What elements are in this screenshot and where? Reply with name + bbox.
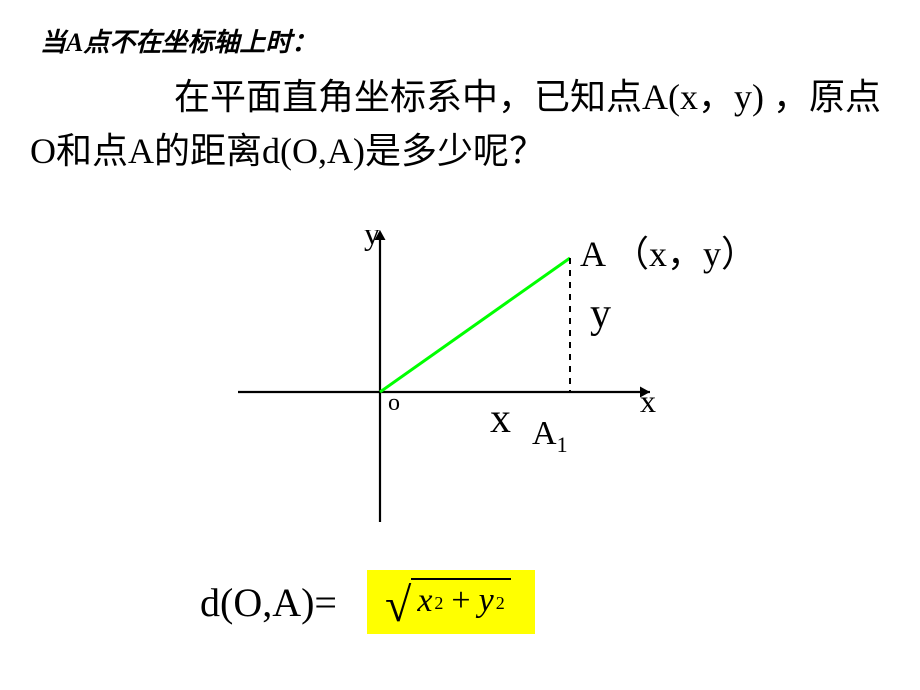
sqrt-expression: √ x2 + y2 xyxy=(385,578,511,626)
radicand: x2 + y2 xyxy=(411,578,510,626)
formula-row: d(O,A)= √ x2 + y2 xyxy=(200,570,535,634)
heading-text: 当A点不在坐标轴上时： xyxy=(40,22,317,59)
x-var: x xyxy=(417,582,432,620)
formula-highlight-box: √ x2 + y2 xyxy=(367,570,535,634)
point-a-label: A （x，y） xyxy=(580,225,757,277)
y-exp: 2 xyxy=(496,593,505,614)
a1-sub: 1 xyxy=(557,432,568,457)
coordinate-diagram: xyo A （x，y） y x A1 xyxy=(170,230,670,530)
plus-sign: + xyxy=(445,582,476,620)
svg-text:o: o xyxy=(388,390,400,416)
x-under-label: x xyxy=(490,395,511,443)
a1-label: A1 xyxy=(532,415,568,458)
svg-text:x: x xyxy=(640,383,656,419)
radical-sign: √ xyxy=(385,582,411,630)
y-side-label: y xyxy=(590,290,611,338)
formula-lhs: d(O,A)= xyxy=(200,579,337,626)
x-exp: 2 xyxy=(434,593,443,614)
a1-base: A xyxy=(532,415,557,452)
svg-text:y: y xyxy=(364,230,380,251)
prompt-indent xyxy=(30,77,174,117)
prompt-paragraph: 在平面直角坐标系中，已知点A(x，y) ，原点O和点A的距离d(O,A)是多少呢… xyxy=(30,70,900,178)
y-var: y xyxy=(479,582,494,620)
